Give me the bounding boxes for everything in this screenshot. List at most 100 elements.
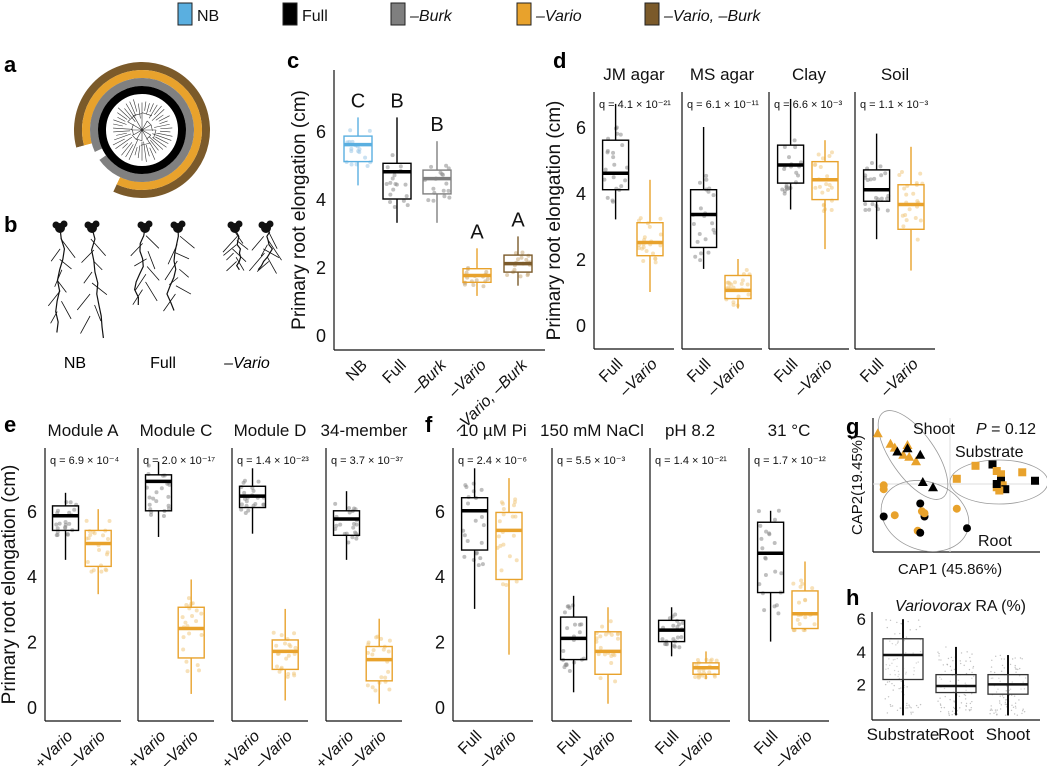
data-point — [873, 195, 878, 200]
box-2 — [422, 141, 452, 223]
square-point — [997, 476, 1005, 485]
x-tick-label: –Vario — [704, 356, 749, 401]
data-point — [763, 572, 768, 577]
box-iqr — [636, 221, 664, 257]
data-point — [194, 608, 199, 613]
data-point — [971, 692, 973, 695]
tree-ring-1 — [82, 70, 202, 190]
data-point — [474, 278, 479, 283]
q-value: q = 2.0 × 10⁻¹⁷ — [143, 455, 215, 467]
data-point — [159, 486, 164, 491]
data-point — [898, 687, 900, 690]
data-point — [386, 669, 391, 674]
box-iqr — [935, 673, 977, 694]
data-point — [947, 711, 950, 713]
facet-title: 10 µM Pi — [459, 421, 526, 440]
data-point — [947, 657, 950, 660]
data-point — [55, 510, 60, 515]
data-point — [431, 198, 436, 203]
data-point — [99, 569, 104, 574]
data-point — [895, 644, 897, 646]
data-point — [1003, 658, 1005, 660]
seedling-primary-root — [234, 227, 242, 271]
data-point — [513, 514, 518, 519]
y-tick-label: 2 — [435, 633, 445, 653]
data-point — [608, 619, 613, 624]
box-vario — [271, 608, 299, 701]
data-point — [820, 190, 825, 195]
box-full — [601, 103, 630, 220]
square-point — [1001, 485, 1010, 494]
triangle-point — [917, 477, 928, 487]
data-point — [194, 619, 199, 624]
data-point — [54, 522, 59, 527]
data-point — [910, 707, 912, 709]
data-point — [286, 653, 291, 658]
data-point — [577, 630, 582, 635]
data-point — [101, 533, 106, 538]
ellipse-substrate — [949, 459, 1047, 505]
seedling-label-nb: NB — [64, 355, 86, 372]
data-point — [824, 182, 829, 187]
data-point — [886, 626, 888, 629]
data-point — [636, 218, 641, 223]
data-point — [618, 132, 623, 137]
data-point — [619, 184, 624, 189]
data-point — [107, 518, 112, 523]
data-point — [965, 702, 968, 705]
data-point — [896, 621, 898, 624]
data-point — [515, 257, 520, 262]
box-iqr — [144, 474, 173, 512]
data-point — [1016, 714, 1019, 716]
data-point — [698, 206, 703, 211]
data-point — [1015, 671, 1017, 673]
data-point — [897, 640, 899, 642]
data-point — [365, 164, 370, 169]
data-point — [706, 250, 711, 255]
panel-b-seedlings — [47, 220, 282, 339]
data-point — [898, 673, 900, 676]
data-point — [891, 662, 893, 665]
data-point — [671, 637, 676, 642]
data-point — [365, 683, 370, 688]
data-point — [905, 652, 907, 654]
data-point — [732, 280, 737, 285]
data-point — [948, 714, 951, 717]
data-point — [913, 667, 915, 669]
data-point — [905, 707, 907, 709]
q-value: q = 4.1 × 10⁻²¹ — [599, 99, 671, 111]
legend-label-3: –Vario — [535, 8, 582, 25]
data-point — [939, 710, 942, 713]
data-point — [956, 713, 959, 715]
data-point — [63, 526, 68, 531]
y-axis-label: Primary root elongation (cm) — [289, 90, 310, 330]
data-point — [184, 659, 189, 664]
data-point — [241, 480, 246, 485]
data-point — [1010, 709, 1013, 712]
data-point — [181, 635, 186, 640]
data-point — [271, 630, 276, 635]
seedling-primary-root — [90, 227, 104, 339]
data-point — [893, 684, 895, 687]
data-point — [971, 700, 973, 703]
data-point — [710, 221, 715, 226]
data-point — [479, 487, 484, 492]
data-point — [900, 687, 902, 689]
x-tick-label: –Vario — [791, 356, 836, 401]
data-point — [1010, 694, 1013, 696]
data-point — [1021, 709, 1024, 712]
data-point — [615, 636, 620, 641]
data-point — [274, 643, 279, 648]
facet-title: Module D — [234, 421, 307, 440]
data-point — [891, 682, 893, 685]
data-point — [746, 292, 751, 297]
panel-c-boxplot: 0 2 4 6 Primary root elongation (cm) C NB B Full… — [289, 70, 545, 438]
panel-label-d: d — [553, 48, 566, 73]
data-point — [994, 655, 997, 657]
x-tick-label: –Vario — [157, 728, 202, 766]
data-point — [940, 659, 942, 661]
data-point — [279, 633, 284, 638]
data-point — [567, 669, 572, 674]
data-point — [996, 714, 998, 716]
data-point — [650, 251, 655, 256]
